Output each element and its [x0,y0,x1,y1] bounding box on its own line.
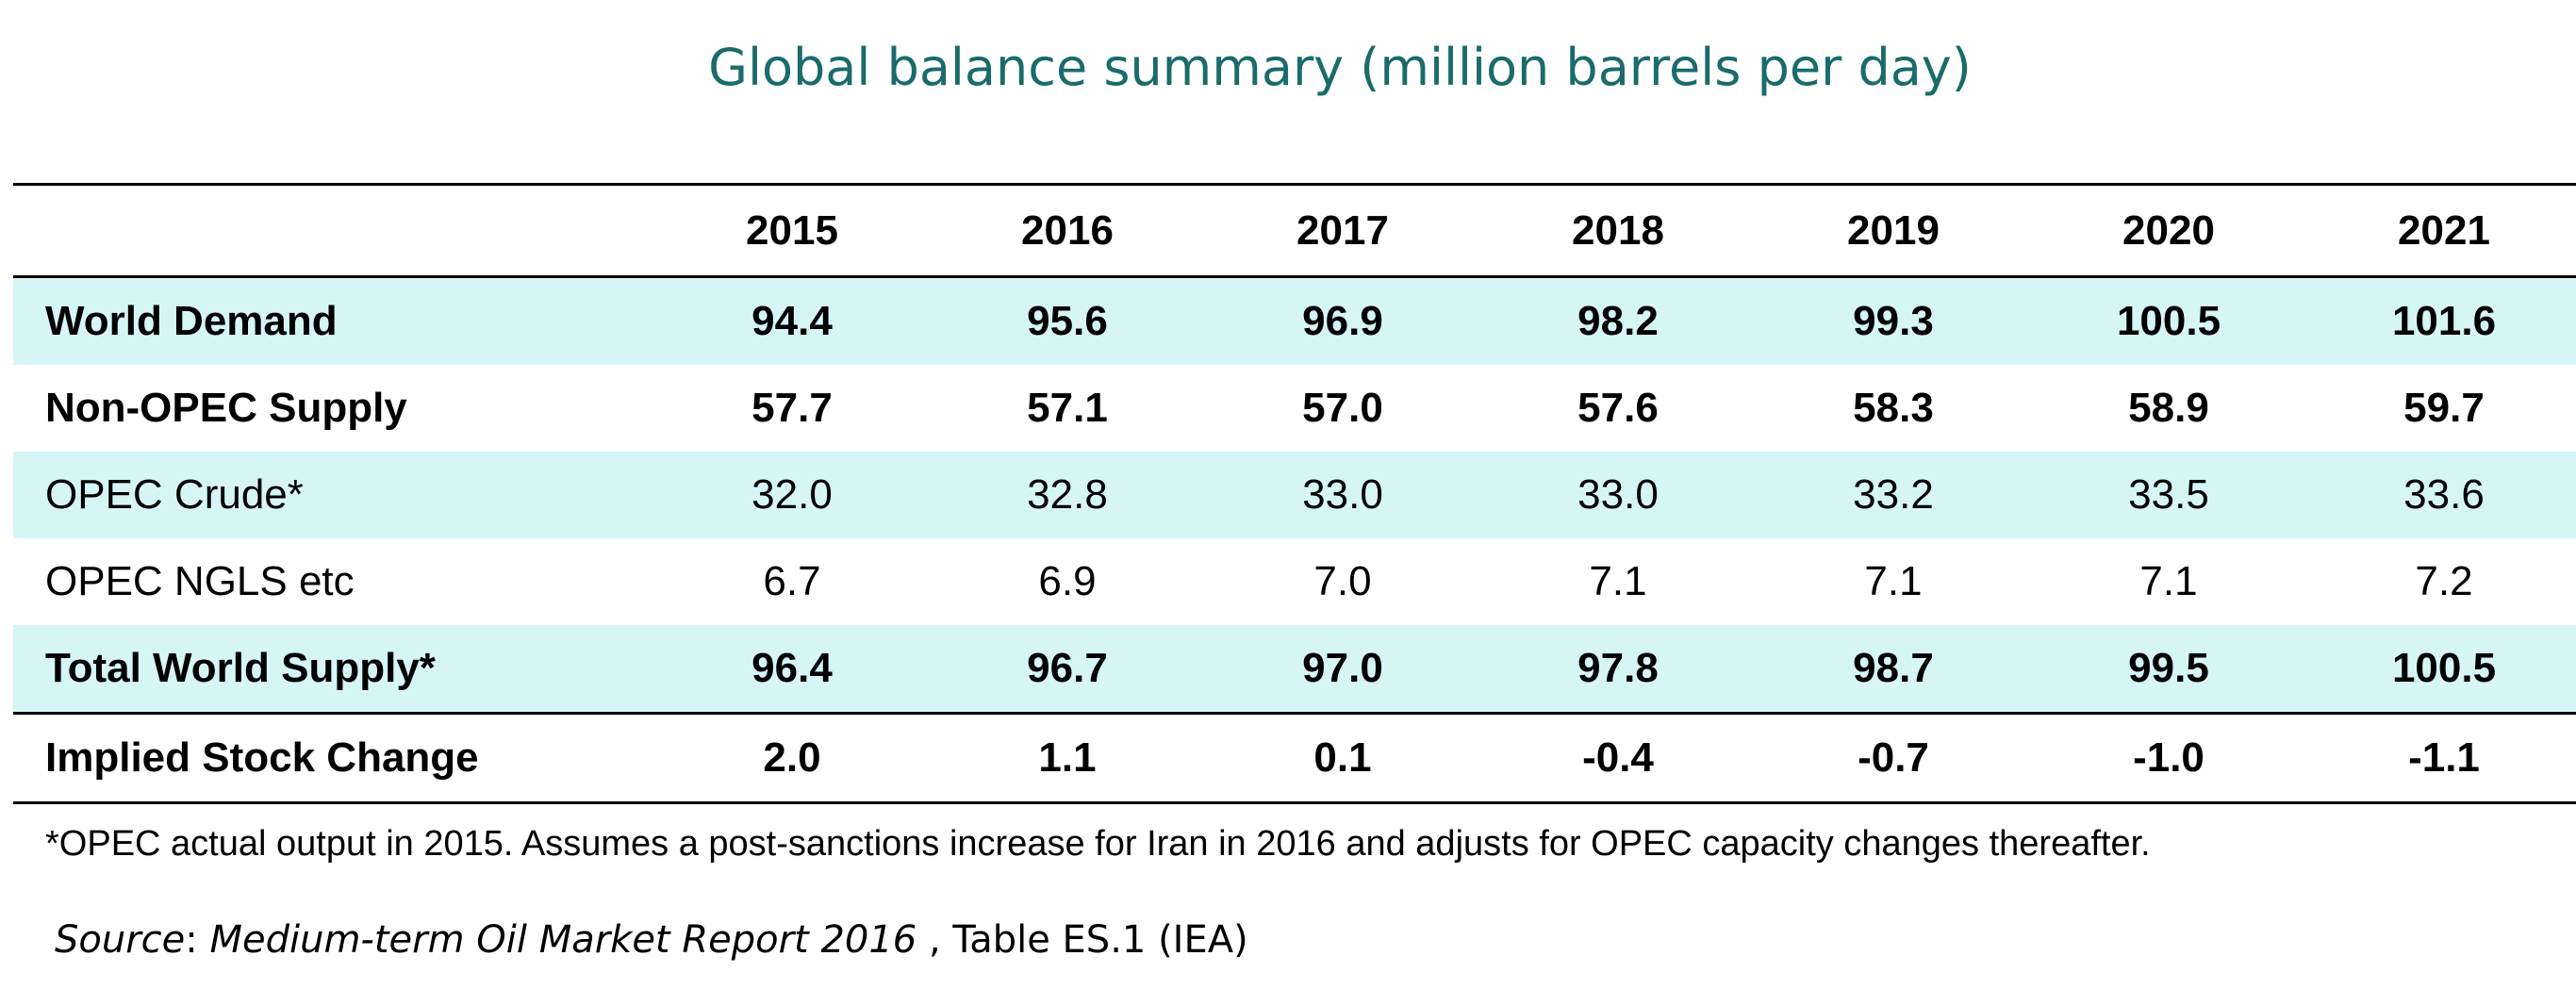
value-cell: 99.5 [2031,625,2306,715]
row-label: OPEC NGLS etc [45,558,355,604]
value-cell: 33.5 [2031,452,2306,538]
value-cell: 33.0 [1205,452,1480,538]
value-cell: -1.0 [2031,713,2306,804]
source-publication: Medium-term Oil Market Report 2016 [209,918,917,962]
row-label: World Demand [13,276,654,365]
value-cell: 7.1 [1589,558,1647,604]
value-cell: 96.4 [654,625,930,715]
value-cell: 96.7 [930,625,1205,715]
value-cell: 97.0 [1205,625,1480,715]
value-cell: 32.8 [930,452,1205,538]
value-cell: 33.6 [2306,452,2576,538]
row-world-demand: World Demand 94.4 95.6 96.9 98.2 99.3 10… [13,276,2576,365]
value-cell: 7.1 [1864,558,1923,604]
row-label: Non-OPEC Supply [45,385,407,431]
value-cell: 59.7 [2403,385,2485,431]
header-row: 2015 2016 2017 2018 2019 2020 2021 [13,184,2576,278]
row-non-opec-supply: Non-OPEC Supply 57.7 57.1 57.0 57.6 58.3… [13,365,2576,452]
row-label: Total World Supply* [13,625,654,715]
value-cell: -1.1 [2306,713,2576,804]
year-header: 2018 [1480,184,1756,278]
header-label-cell [13,184,654,278]
value-cell: 57.0 [1302,385,1383,431]
value-cell: -0.4 [1480,713,1756,804]
year-header: 2017 [1205,184,1480,278]
value-cell: 1.1 [930,713,1205,804]
year-header: 2019 [1756,184,2031,278]
balance-table: 2015 2016 2017 2018 2019 2020 2021 World… [13,183,2576,804]
value-cell: 6.9 [1038,558,1097,604]
year-header: 2021 [2306,184,2576,278]
value-cell: 33.0 [1480,452,1756,538]
year-header: 2016 [930,184,1205,278]
row-label: Implied Stock Change [13,713,654,804]
value-cell: 58.3 [1853,385,1934,431]
value-cell: 33.2 [1756,452,2031,538]
row-implied-stock-change: Implied Stock Change 2.0 1.1 0.1 -0.4 -0… [13,713,2576,804]
value-cell: 57.1 [1027,385,1108,431]
row-opec-ngls: OPEC NGLS etc 6.7 6.9 7.0 7.1 7.1 7.1 7.… [13,538,2576,625]
row-label: OPEC Crude* [13,452,654,538]
value-cell: 99.3 [1756,276,2031,365]
value-cell: 6.7 [763,558,821,604]
year-header: 2020 [2031,184,2306,278]
value-cell: 32.0 [654,452,930,538]
value-cell: 7.0 [1313,558,1372,604]
row-opec-crude: OPEC Crude* 32.0 32.8 33.0 33.0 33.2 33.… [13,452,2576,538]
value-cell: 57.6 [1577,385,1659,431]
footnote: *OPEC actual output in 2015. Assumes a p… [45,824,2151,864]
value-cell: -0.7 [1756,713,2031,804]
year-header: 2015 [654,184,930,278]
value-cell: 7.2 [2415,558,2473,604]
value-cell: 97.8 [1480,625,1756,715]
source-citation: Source: Medium-term Oil Market Report 20… [55,915,1248,965]
value-cell: 58.9 [2128,385,2209,431]
value-cell: 0.1 [1205,713,1480,804]
source-rest: , Table ES.1 (IEA) [916,918,1248,962]
value-cell: 100.5 [2306,625,2576,715]
value-cell: 94.4 [654,276,930,365]
row-total-world-supply: Total World Supply* 96.4 96.7 97.0 97.8 … [13,625,2576,715]
value-cell: 7.1 [2139,558,2198,604]
value-cell: 101.6 [2306,276,2576,365]
value-cell: 100.5 [2031,276,2306,365]
source-separator: : [185,918,198,962]
value-cell: 96.9 [1205,276,1480,365]
value-cell: 98.7 [1756,625,2031,715]
value-cell: 98.2 [1480,276,1756,365]
value-cell: 57.7 [751,385,833,431]
chart-title: Global balance summary (million barrels … [708,38,1972,97]
value-cell: 95.6 [930,276,1205,365]
source-label: Source [55,918,186,962]
value-cell: 2.0 [654,713,930,804]
